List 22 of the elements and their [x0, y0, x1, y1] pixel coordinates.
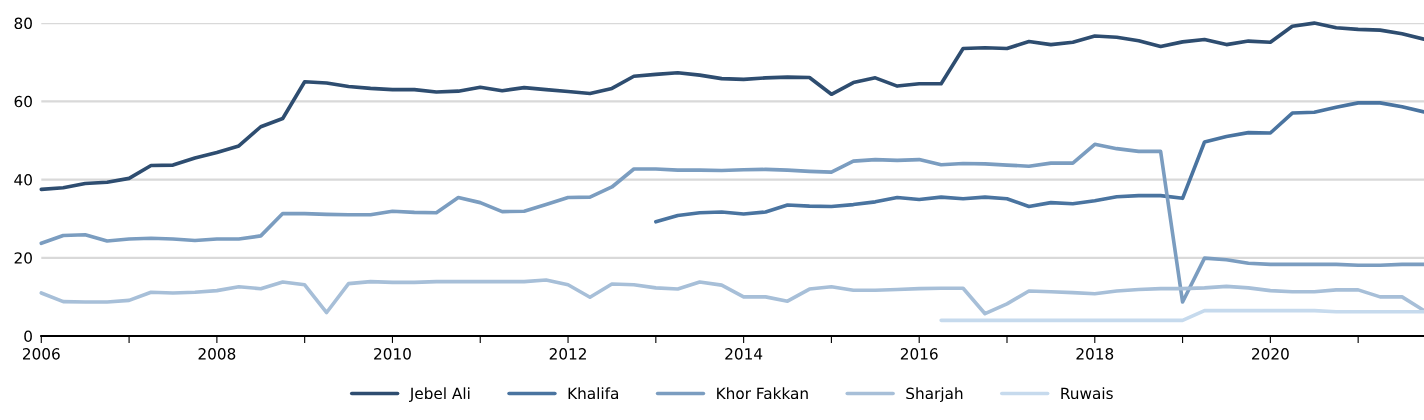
x-tick-label: 2006 [22, 348, 60, 360]
line-series [39, 21, 1424, 192]
x-tick-label: 2010 [374, 348, 411, 360]
x-tick-label: 2018 [1076, 348, 1114, 360]
legend-label: Khalifa [568, 387, 619, 400]
y-tick-label: 60 [14, 95, 32, 108]
legend-label: Ruwais [1061, 387, 1113, 400]
legend-label: Khor Fakkan [717, 387, 808, 400]
legend-label: Jebel Ali [409, 387, 470, 402]
x-tick-label: 2008 [198, 348, 236, 360]
line-series [39, 278, 1424, 316]
y-tick-label: 40 [14, 174, 32, 186]
x-tick-label: 2012 [549, 348, 586, 360]
x-tick-label: 2014 [725, 348, 763, 360]
y-tick-label: 80 [14, 17, 32, 30]
x-tick-label: 2020 [1252, 348, 1289, 360]
line-series [39, 142, 1424, 304]
line-series [654, 101, 1424, 224]
x-tick-label: 2016 [900, 348, 938, 360]
legend-label: Sharjah [906, 387, 963, 403]
y-tick-label: 20 [14, 252, 32, 264]
y-tick-label: 0 [24, 330, 32, 343]
